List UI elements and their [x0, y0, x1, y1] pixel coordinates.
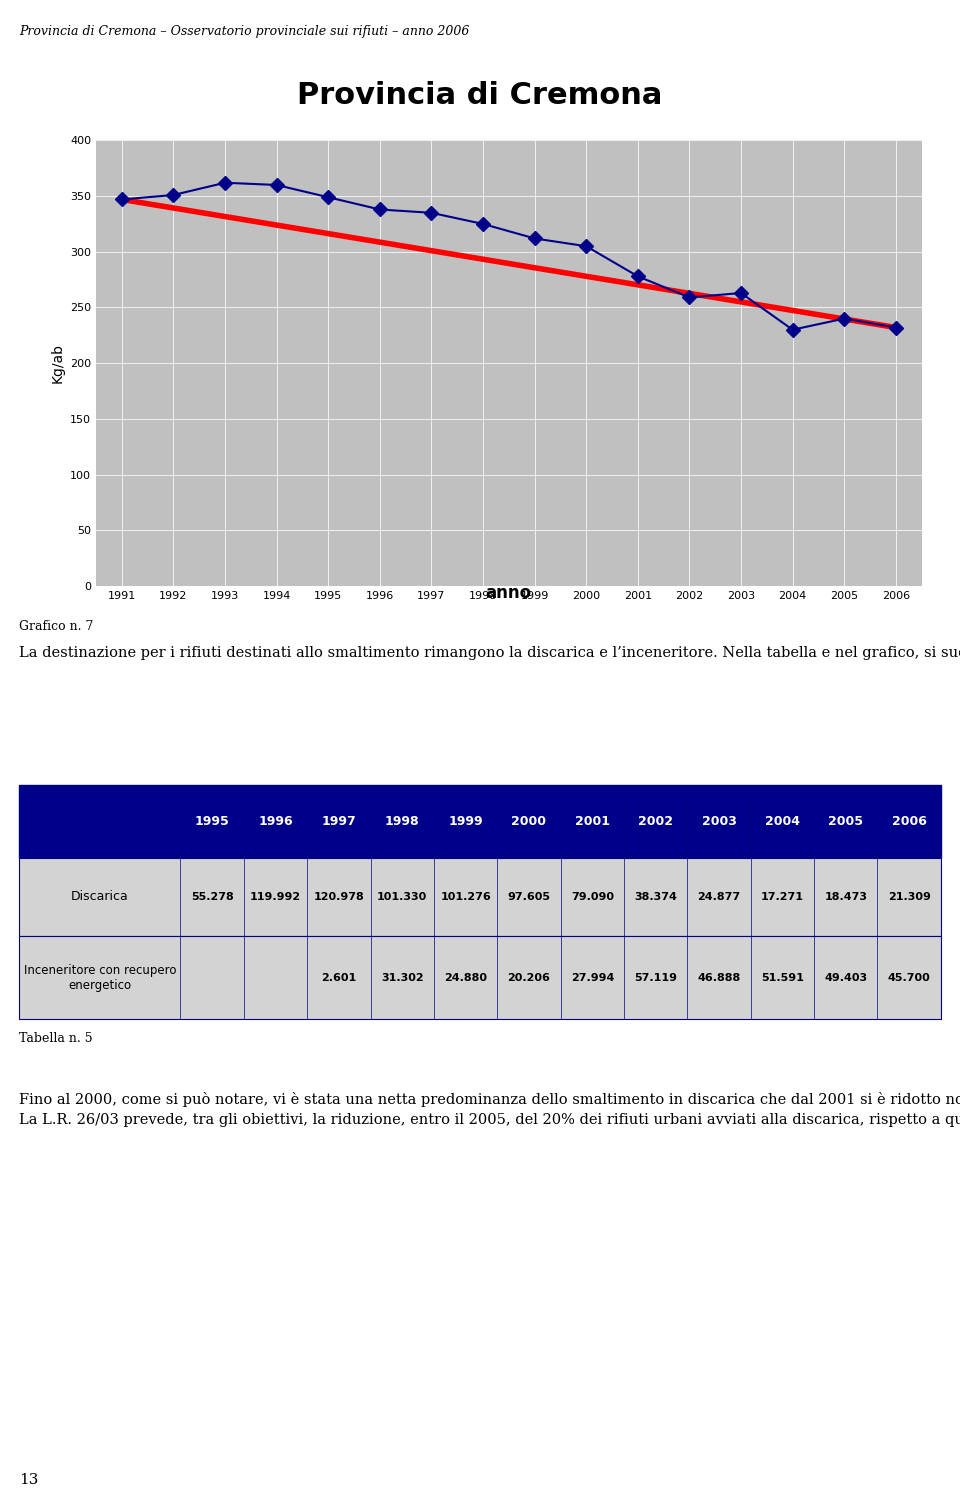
Text: anni 1991 - 2006: anni 1991 - 2006 [374, 196, 586, 216]
Text: 119.992: 119.992 [250, 892, 301, 901]
Text: 21.309: 21.309 [888, 892, 930, 901]
Text: 46.888: 46.888 [697, 972, 741, 983]
Text: Inceneritore con recupero
energetico: Inceneritore con recupero energetico [24, 963, 176, 992]
Text: Fino al 2000, come si può notare, vi è stata una netta predominanza dello smalti: Fino al 2000, come si può notare, vi è s… [19, 1092, 960, 1126]
Text: 13: 13 [19, 1472, 38, 1487]
Text: 24.877: 24.877 [698, 892, 740, 901]
Y-axis label: Kg/ab: Kg/ab [51, 343, 64, 384]
Text: Tabella n. 5: Tabella n. 5 [19, 1033, 93, 1045]
Text: 2.601: 2.601 [322, 972, 356, 983]
Text: Provincia di Cremona: Provincia di Cremona [298, 82, 662, 110]
Text: 20.206: 20.206 [508, 972, 550, 983]
Text: 120.978: 120.978 [314, 892, 364, 901]
Text: 1995: 1995 [195, 815, 229, 827]
Text: 1996: 1996 [258, 815, 293, 827]
Text: 38.374: 38.374 [635, 892, 677, 901]
Text: anno: anno [486, 584, 532, 602]
Text: 55.278: 55.278 [191, 892, 233, 901]
Text: Grafico n. 7: Grafico n. 7 [19, 621, 93, 633]
Text: 101.330: 101.330 [377, 892, 427, 901]
Text: 45.700: 45.700 [888, 972, 930, 983]
Text: La destinazione per i rifiuti destinati allo smaltimento rimangono la discarica : La destinazione per i rifiuti destinati … [19, 645, 960, 660]
Text: 1998: 1998 [385, 815, 420, 827]
Text: 18.473: 18.473 [825, 892, 867, 901]
Text: 57.119: 57.119 [635, 972, 677, 983]
Text: 1999: 1999 [448, 815, 483, 827]
Text: 2004: 2004 [765, 815, 800, 827]
Text: 97.605: 97.605 [508, 892, 550, 901]
Text: Discarica: Discarica [71, 891, 129, 903]
Text: Provincia di Cremona – Osservatorio provinciale sui rifiuti – anno 2006: Provincia di Cremona – Osservatorio prov… [19, 26, 469, 38]
Text: 2001: 2001 [575, 815, 610, 827]
Text: 2006: 2006 [892, 815, 926, 827]
Text: 17.271: 17.271 [761, 892, 804, 901]
Text: 51.591: 51.591 [761, 972, 804, 983]
Text: 24.880: 24.880 [444, 972, 487, 983]
Text: 31.302: 31.302 [381, 972, 423, 983]
Text: 2000: 2000 [512, 815, 546, 827]
Text: 2002: 2002 [638, 815, 673, 827]
Text: 2003: 2003 [702, 815, 736, 827]
Text: 79.090: 79.090 [571, 892, 613, 901]
Text: 49.403: 49.403 [825, 972, 867, 983]
Text: 2005: 2005 [828, 815, 863, 827]
Text: 27.994: 27.994 [570, 972, 614, 983]
Text: 101.276: 101.276 [441, 892, 491, 901]
Text: Andamento dello smaltimento secondo il parametro Kg/ab: Andamento dello smaltimento secondo il p… [185, 146, 775, 165]
Text: 1997: 1997 [322, 815, 356, 827]
